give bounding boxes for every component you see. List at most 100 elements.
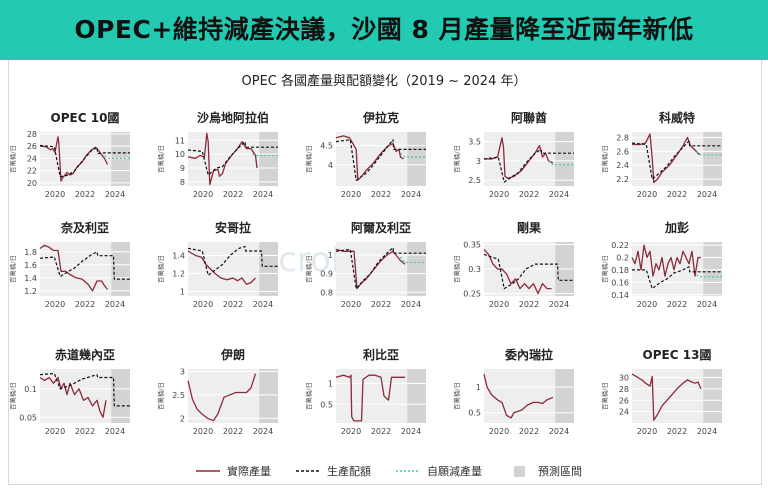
y-tick-label: 20	[27, 179, 37, 188]
y-tick-label: 0.8	[320, 288, 333, 297]
series-line	[483, 248, 552, 295]
x-tick-label: 2020	[45, 190, 65, 199]
legend-swatch	[514, 466, 525, 477]
panel-title: 利比亞	[363, 347, 399, 362]
series-line	[400, 152, 426, 158]
x-tick-label: 2024	[549, 427, 569, 436]
panel-title: 安哥拉	[215, 220, 251, 235]
y-tick-label: 1.2	[24, 287, 37, 296]
y-tick-label: 0.14	[611, 291, 629, 300]
x-tick-label: 2020	[193, 427, 213, 436]
header-banner	[0, 0, 768, 60]
y-tick-label: 1.2	[172, 270, 185, 279]
x-tick-label: 2024	[253, 190, 273, 199]
series-line	[39, 251, 130, 280]
panel-title: 科威特	[659, 110, 695, 125]
y-tick-label: 26	[27, 142, 37, 151]
forecast-band	[111, 242, 130, 296]
y-tick-label: 2	[180, 414, 185, 423]
y-tick-label: 28	[619, 385, 629, 394]
y-tick-label: 4	[328, 161, 333, 170]
legend-item: 實際產量	[195, 463, 271, 479]
series-line	[483, 253, 574, 290]
series-line	[483, 373, 554, 419]
y-axis-label: 百萬桶/日	[452, 382, 461, 410]
x-tick-label: 2024	[401, 427, 421, 436]
x-tick-label: 2020	[193, 190, 213, 199]
y-axis-label: 百萬桶/日	[8, 255, 17, 283]
y-tick-label: 1.8	[24, 248, 37, 257]
series-line	[335, 374, 405, 422]
y-tick-label: 1	[328, 380, 333, 389]
series-line	[400, 256, 426, 264]
y-tick-label: 26	[619, 396, 629, 405]
legend-label: 實際產量	[227, 465, 271, 478]
x-tick-label: 2022	[519, 300, 539, 309]
y-tick-label: 9	[180, 164, 185, 173]
x-tick-label: 2022	[223, 427, 243, 436]
x-tick-label: 2020	[489, 427, 509, 436]
y-tick-label: 3.5	[468, 138, 481, 147]
x-tick-label: 2024	[105, 300, 125, 309]
y-axis-label: 百萬桶/日	[156, 145, 165, 173]
y-axis-label: 百萬桶/日	[304, 382, 313, 410]
legend-label: 生產配額	[327, 465, 371, 478]
y-axis-label: 百萬桶/日	[304, 145, 313, 173]
series-line	[104, 155, 130, 159]
forecast-band	[407, 242, 426, 296]
forecast-band	[259, 132, 278, 186]
panel-title: 加彭	[664, 220, 689, 235]
y-tick-label: 28	[27, 130, 37, 139]
x-tick-label: 2022	[75, 190, 95, 199]
y-tick-label: 24	[619, 408, 629, 417]
y-tick-label: 3	[476, 157, 481, 166]
legend: 實際產量 生產配額 自願減產量 預測區間	[195, 462, 606, 480]
y-tick-label: 0.35	[463, 240, 481, 249]
series-line	[632, 133, 700, 184]
y-tick-label: 1	[180, 288, 185, 297]
legend-swatch	[396, 470, 420, 472]
x-tick-label: 2022	[667, 300, 687, 309]
panel-title: 委內瑞拉	[504, 347, 553, 362]
series-line	[631, 244, 701, 277]
series-line	[483, 148, 574, 183]
x-tick-label: 2020	[489, 190, 509, 199]
x-tick-label: 2024	[549, 300, 569, 309]
y-tick-label: 2.8	[616, 134, 629, 143]
x-tick-label: 2024	[697, 300, 717, 309]
series-line	[696, 274, 722, 278]
series-line	[632, 266, 722, 290]
series-line	[187, 141, 278, 176]
series-line	[187, 250, 256, 285]
series-line	[631, 140, 722, 180]
y-tick-label: 0.9	[320, 270, 333, 279]
x-tick-label: 2024	[105, 190, 125, 199]
y-tick-label: 0.05	[19, 413, 37, 422]
legend-label: 自願減產量	[427, 465, 482, 478]
panel-title: 阿爾及利亞	[351, 220, 411, 235]
panel-title: 奈及利亞	[60, 220, 109, 235]
forecast-band	[111, 369, 130, 423]
legend-item: 預測區間	[506, 463, 582, 479]
y-axis-label: 百萬桶/日	[600, 255, 609, 283]
x-tick-label: 2020	[45, 427, 65, 436]
y-tick-label: 0.5	[468, 409, 481, 418]
y-axis-label: 百萬桶/日	[156, 382, 165, 410]
series-line	[335, 139, 426, 181]
y-tick-label: 0.2	[616, 254, 629, 263]
forecast-band	[555, 369, 574, 423]
panel-title: OPEC 13國	[643, 348, 712, 362]
y-tick-label: 3	[180, 367, 185, 376]
x-tick-label: 2020	[45, 300, 65, 309]
x-tick-label: 2020	[637, 190, 657, 199]
x-tick-label: 2022	[667, 427, 687, 436]
y-tick-label: 1.4	[172, 252, 185, 261]
x-tick-label: 2024	[253, 300, 273, 309]
y-axis-label: 百萬桶/日	[452, 145, 461, 173]
x-tick-label: 2022	[223, 300, 243, 309]
